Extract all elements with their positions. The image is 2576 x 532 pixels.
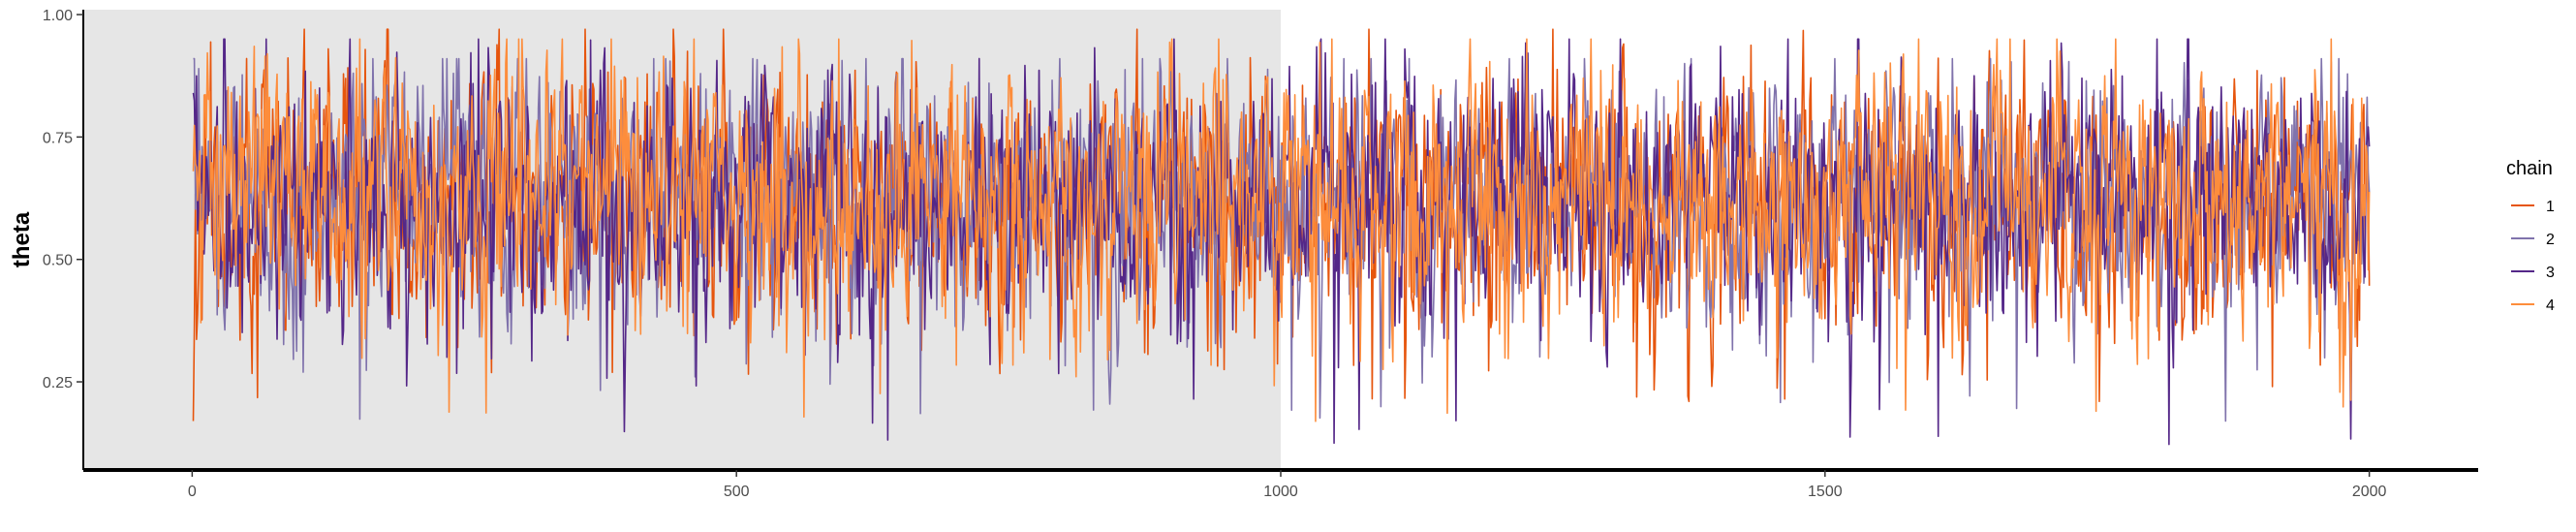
legend: chain 1 2 3 4 — [2506, 158, 2555, 314]
legend-label-chain-1: 1 — [2546, 199, 2555, 215]
legend-label-chain-4: 4 — [2546, 297, 2555, 314]
x-tick-label: 0 — [188, 484, 197, 500]
y-tick-label: 0.50 — [43, 253, 73, 269]
y-tick-label: 1.00 — [43, 8, 73, 24]
y-tick-label: 0.25 — [43, 375, 73, 391]
y-tick-label: 0.75 — [43, 130, 73, 146]
legend-title: chain — [2506, 158, 2553, 179]
legend-label-chain-3: 3 — [2546, 265, 2555, 281]
legend-label-chain-2: 2 — [2546, 232, 2555, 248]
x-tick-label: 2000 — [2352, 484, 2387, 500]
x-tick-label: 500 — [724, 484, 750, 500]
series-line-chain-4 — [192, 38, 2371, 422]
series-lines — [192, 28, 2371, 446]
x-tick-label: 1500 — [1808, 484, 1843, 500]
y-axis-ticks: 0.25 0.50 0.75 1.00 — [43, 8, 83, 391]
x-tick-label: 1000 — [1263, 484, 1298, 500]
legend-items: 1 2 3 4 — [2511, 199, 2555, 314]
x-axis-ticks: 0 500 1000 1500 2000 — [188, 470, 2387, 500]
y-axis-title: theta — [9, 211, 35, 267]
